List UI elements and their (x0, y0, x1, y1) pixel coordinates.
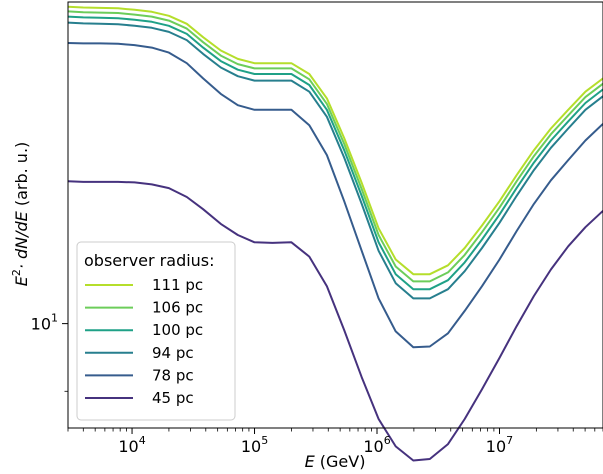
x-tick-label-exponent: 4 (139, 434, 146, 447)
y-tick-label: 101 (31, 312, 58, 334)
legend-label: 94 pc (152, 344, 194, 362)
series-line-4 (67, 42, 603, 349)
y-tick-label-base: 10 (31, 315, 51, 334)
x-tick-label-exponent: 5 (261, 434, 268, 447)
legend-title: observer radius: (84, 251, 215, 270)
plot-frame (67, 1, 603, 429)
x-tick-label-exponent: 6 (384, 434, 391, 447)
x-tick-label-base: 10 (118, 437, 138, 456)
x-tick-label-exponent: 7 (506, 434, 513, 447)
legend-label: 111 pc (152, 276, 203, 294)
x-tick-label: 107 (486, 434, 513, 456)
y-axis-label: E2· dN/dE (arb. u.) (10, 142, 31, 287)
y-axis-label-derivative: · dN/dE (12, 210, 31, 269)
y-axis-label-symbol: E (12, 275, 31, 286)
x-tick-label-base: 10 (241, 437, 261, 456)
plot-lines (67, 5, 603, 462)
series-line-3 (67, 21, 603, 300)
x-tick-label: 106 (363, 434, 390, 456)
legend-label: 100 pc (152, 321, 203, 339)
series-line-0 (67, 5, 603, 276)
legend-label: 106 pc (152, 299, 203, 317)
x-tick-label-base: 10 (363, 437, 383, 456)
x-tick-label: 105 (241, 434, 268, 456)
y-axis-label-exponent: 2 (10, 269, 23, 276)
x-axis-label-unit: (GeV) (320, 452, 366, 471)
legend-label: 78 pc (152, 366, 194, 384)
legend: observer radius: 111 pc 106 pc 100 pc 94 pc… (76, 241, 236, 421)
legend-label: 45 pc (152, 389, 194, 407)
legend-items: 111 pc 106 pc 100 pc 94 pc 78 pc 45 pc (85, 276, 203, 407)
x-axis-label-symbol: E (305, 452, 316, 471)
y-tick-label-exponent: 1 (51, 312, 58, 325)
series-line-5 (67, 180, 603, 462)
y-axis-label-unit: (arb. u.) (12, 142, 31, 206)
x-axis-label: E (GeV) (305, 452, 366, 471)
series-line-2 (67, 15, 603, 291)
x-tick-label-base: 10 (486, 437, 506, 456)
x-tick-label: 104 (118, 434, 145, 456)
series-line-1 (67, 10, 603, 283)
